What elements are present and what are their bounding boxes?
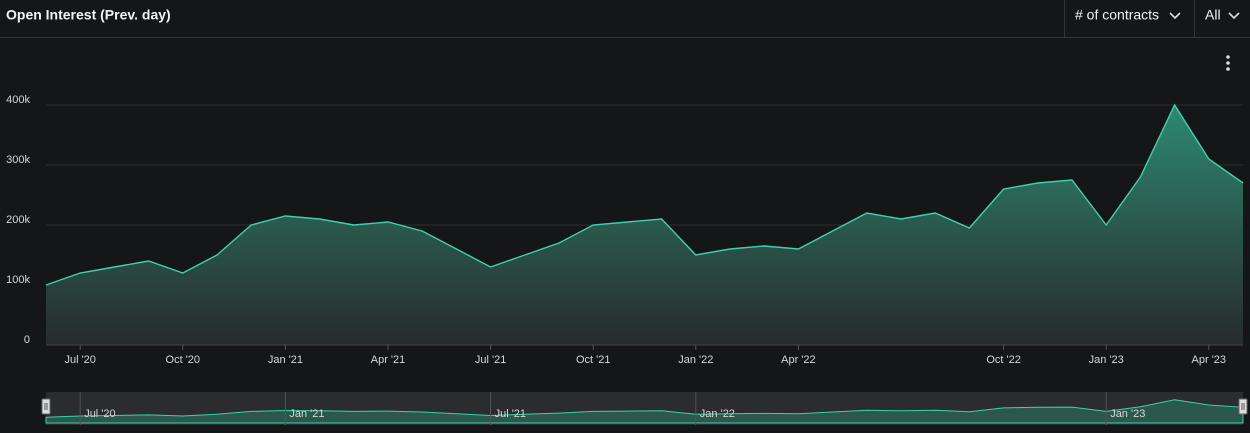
x-tick-label: Jan '23	[1089, 354, 1124, 366]
x-tick-label: Jan '22	[678, 354, 713, 366]
area-fill	[46, 105, 1243, 345]
x-tick-label: Oct '22	[986, 354, 1021, 366]
x-tick-label: Jul '21	[475, 354, 506, 366]
navigator-handle	[1238, 398, 1248, 415]
menu-icon[interactable]	[1226, 55, 1230, 71]
navigator-label: Jul '21	[495, 408, 526, 420]
range-select[interactable]: All	[1205, 7, 1221, 23]
chevron	[1228, 12, 1240, 20]
navigator-label: Jul '20	[84, 408, 115, 420]
y-tick-label: 0	[24, 334, 30, 346]
y-tick-label: 200k	[6, 214, 30, 226]
x-tick-label: Apr '22	[781, 354, 816, 366]
x-tick-label: Oct '20	[166, 354, 201, 366]
navigator-label: Jan '21	[289, 408, 324, 420]
x-tick-label: Apr '23	[1192, 354, 1227, 366]
area-line	[45, 103, 1244, 286]
chevron	[1169, 12, 1181, 20]
y-tick-label: 100k	[6, 274, 30, 286]
navigator-handle	[41, 398, 51, 415]
navigator-label: Jan '22	[700, 408, 735, 420]
x-tick-label: Jul '20	[64, 354, 95, 366]
header-bar	[0, 0, 1250, 38]
y-tick-label: 300k	[6, 154, 30, 166]
chart-title: Open Interest (Prev. day)	[6, 7, 171, 23]
navigator-label: Jan '23	[1110, 408, 1145, 420]
x-tick-label: Apr '21	[371, 354, 406, 366]
measure-select[interactable]: # of contracts	[1075, 7, 1159, 23]
x-tick-label: Oct '21	[576, 354, 611, 366]
y-tick-label: 400k	[6, 94, 30, 106]
x-tick-label: Jan '21	[268, 354, 303, 366]
